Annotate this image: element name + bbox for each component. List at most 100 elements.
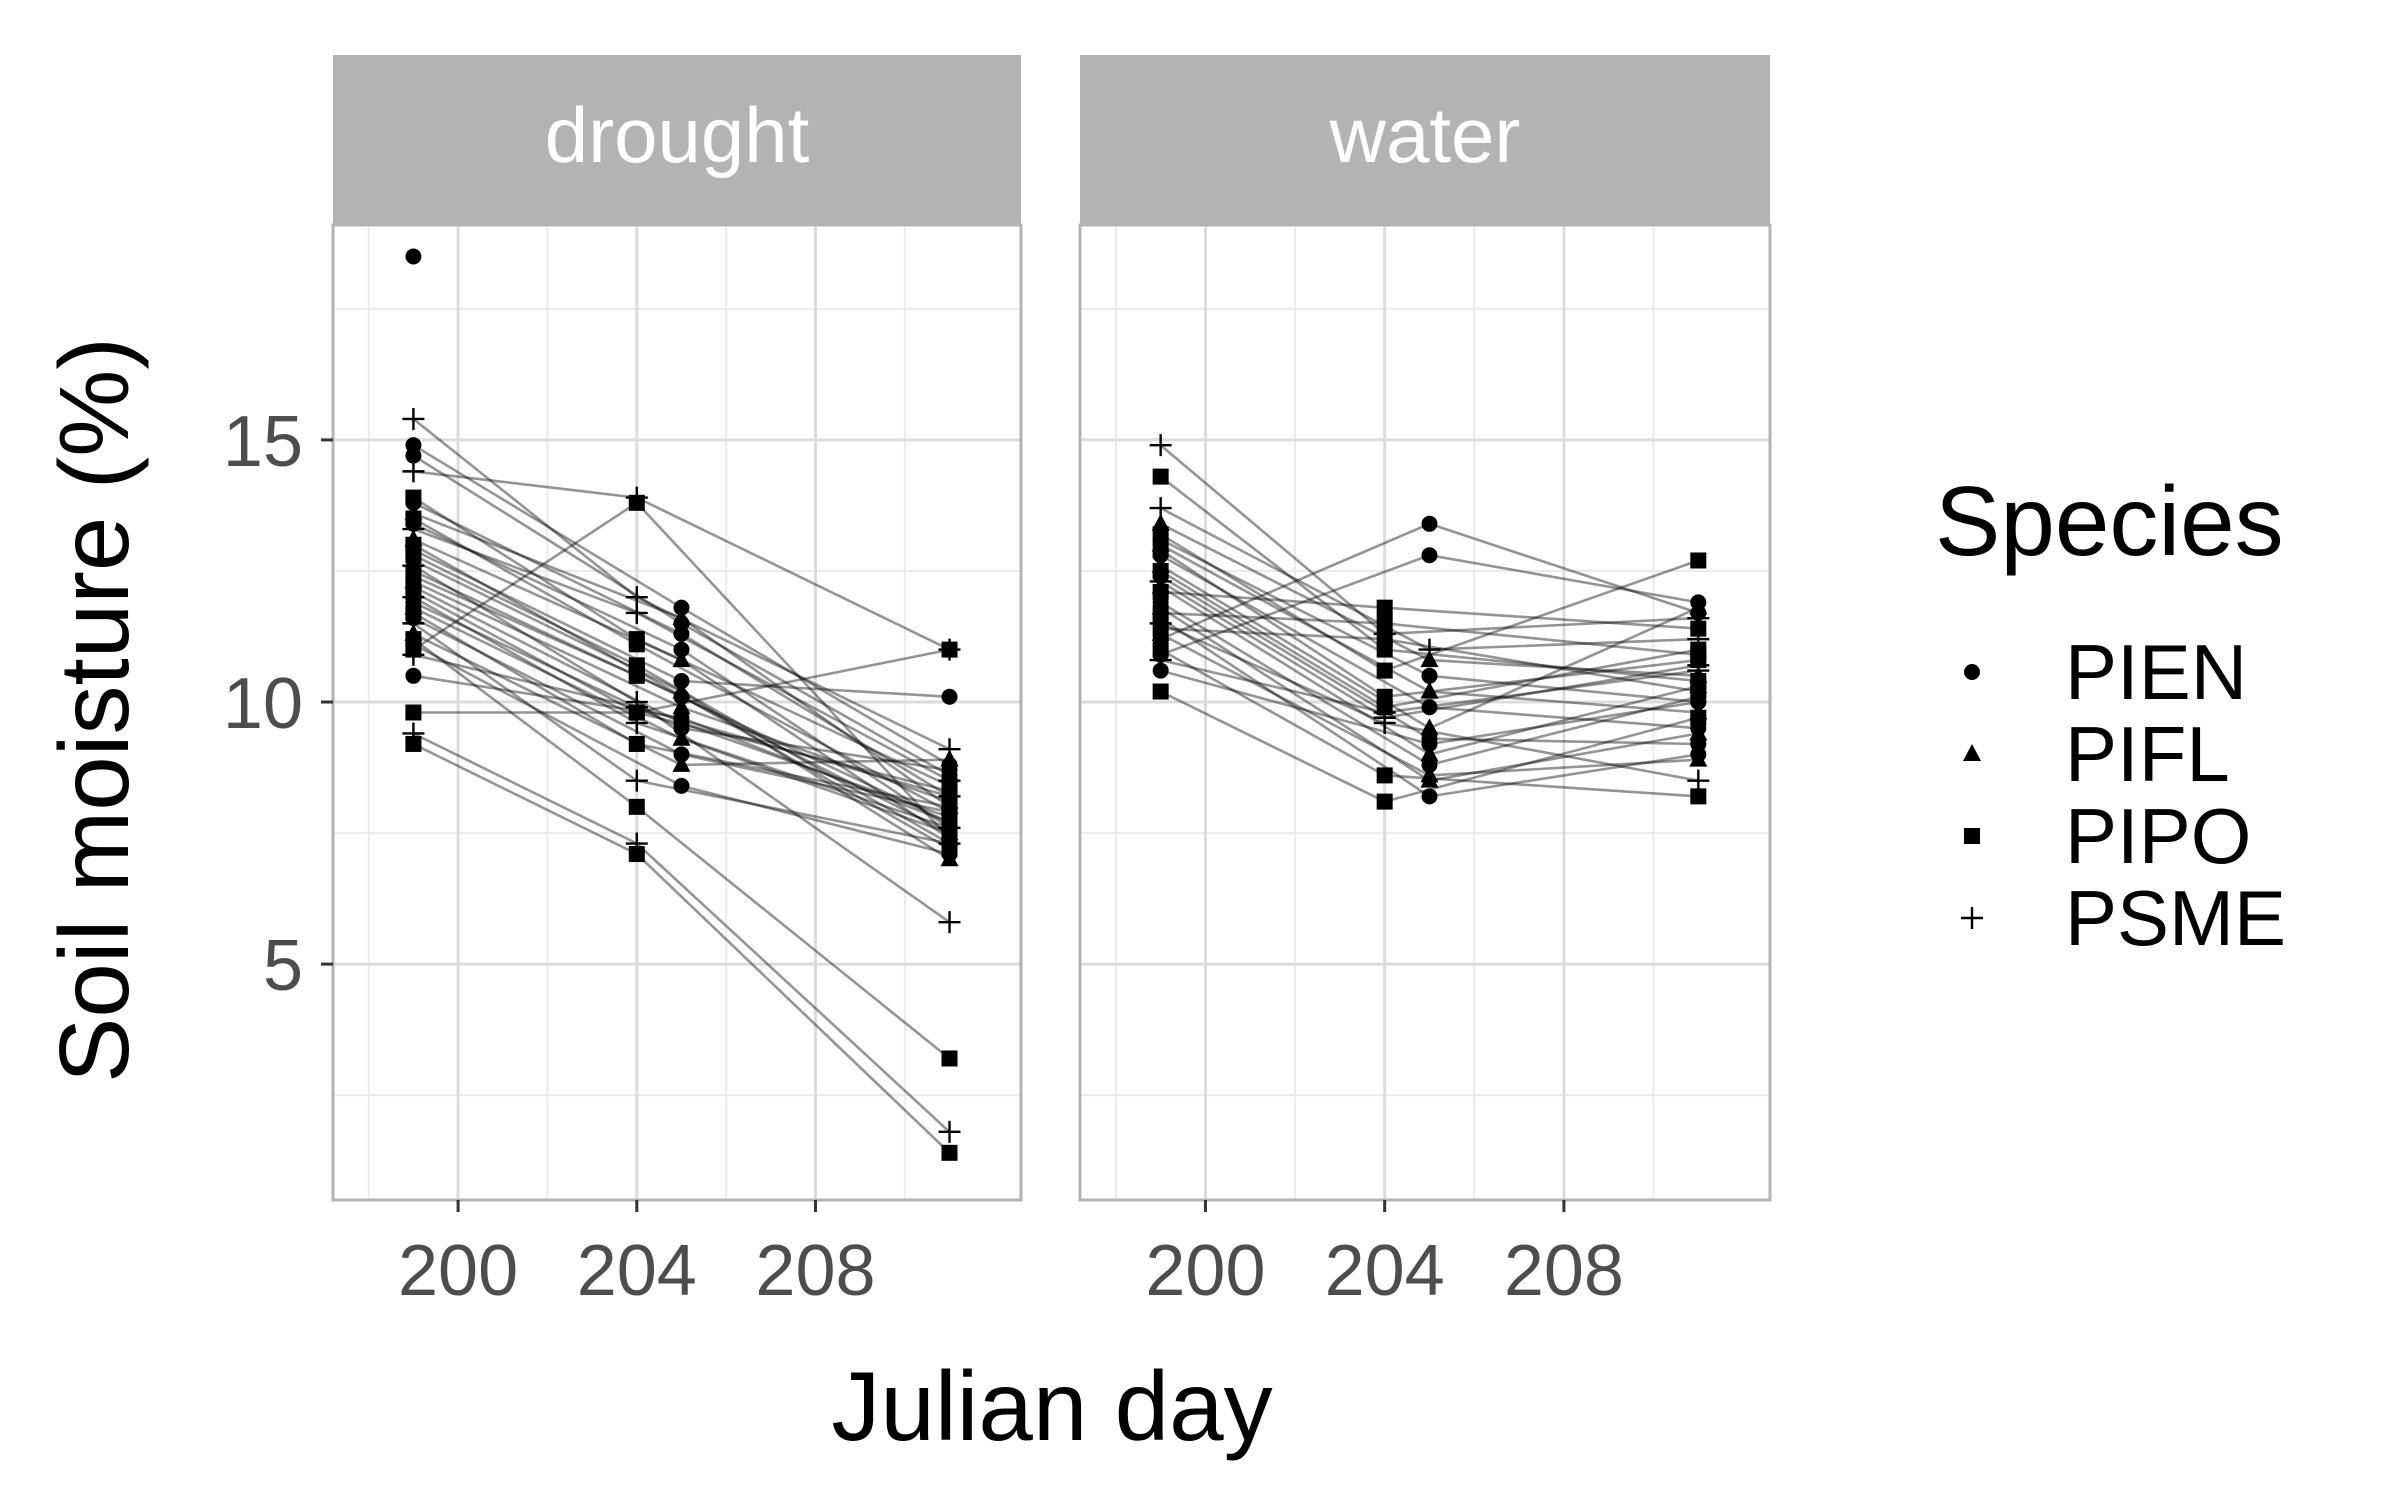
data-point-pien: [1421, 699, 1438, 716]
y-axis-title: Soil moisture (%): [39, 337, 149, 1083]
data-point-psme: [938, 911, 961, 934]
data-point-pien: [405, 667, 422, 684]
data-point-psme: [1373, 701, 1396, 724]
data-point-pien: [1152, 547, 1169, 564]
data-point-pipo: [941, 830, 958, 847]
data-point-pipo: [1376, 599, 1393, 616]
data-point-pifl: [672, 754, 691, 772]
data-point-pien: [1690, 694, 1707, 711]
data-point-pien: [673, 625, 690, 642]
data-point-pipo: [405, 704, 422, 721]
data-point-pipo: [1690, 620, 1707, 637]
data-point-pien: [1421, 788, 1438, 805]
data-point-pien: [941, 814, 958, 831]
strip-drought: [333, 55, 1021, 225]
data-point-pipo: [941, 1050, 958, 1067]
strip-water: [1080, 55, 1770, 225]
data-point-pipo: [941, 1144, 958, 1161]
panel-border: [331, 223, 1023, 1202]
data-point-pipo: [1152, 683, 1169, 700]
data-point-pien: [1690, 594, 1707, 611]
data-point-psme: [625, 601, 648, 624]
strip-label-water: water: [1329, 91, 1521, 179]
data-point-pipo: [1690, 709, 1707, 726]
legend-label-pien: PIEN: [2065, 628, 2247, 716]
data-point-pipo: [628, 636, 645, 653]
data-point-pien: [673, 688, 690, 705]
data-point-pien: [1152, 662, 1169, 679]
x-axis-title: Julian day: [831, 1351, 1272, 1461]
y-tick-label: 5: [263, 926, 303, 1006]
data-point-pifl: [1420, 765, 1439, 783]
data-point-pien: [673, 673, 690, 690]
x-tick-label: 204: [1325, 1231, 1445, 1311]
data-point-psme: [938, 785, 961, 808]
data-point-pifl: [1420, 681, 1439, 699]
data-point-psme: [1687, 769, 1710, 792]
data-point-pien: [673, 777, 690, 794]
data-point-psme: [938, 1120, 961, 1143]
data-point-pien: [941, 688, 958, 705]
data-point-pien: [405, 494, 422, 511]
data-point-pipo: [1690, 788, 1707, 805]
panel-border: [1078, 223, 1772, 1202]
y-tick-label: 10: [223, 664, 303, 744]
legend-label-psme: PSME: [2065, 874, 2286, 962]
x-tick-label: 200: [398, 1231, 518, 1311]
data-point-pipo: [1376, 793, 1393, 810]
data-point-pifl: [1420, 718, 1439, 736]
data-point-pifl: [1420, 744, 1439, 762]
data-point-pipo: [1376, 615, 1393, 632]
data-point-pifl: [1689, 723, 1708, 741]
data-point-pipo: [628, 798, 645, 815]
data-point-pien: [1421, 547, 1438, 564]
x-tick-label: 208: [755, 1231, 875, 1311]
data-point-pien: [405, 447, 422, 464]
data-point-pipo: [628, 846, 645, 863]
data-point-pipo: [628, 704, 645, 721]
data-point-pien: [1421, 756, 1438, 773]
data-point-pien: [1421, 515, 1438, 532]
data-point-psme: [402, 407, 425, 430]
data-point-psme: [625, 769, 648, 792]
x-tick-label: 208: [1504, 1231, 1624, 1311]
data-point-pipo: [1376, 767, 1393, 784]
data-point-pipo: [1376, 662, 1393, 679]
legend-key-pipo: [1964, 828, 1980, 844]
data-point-pien: [673, 599, 690, 616]
data-point-psme: [402, 643, 425, 666]
y-tick-label: 15: [223, 402, 303, 482]
data-point-pipo: [1152, 468, 1169, 485]
data-point-psme: [402, 460, 425, 483]
legend-label-pipo: PIPO: [2065, 792, 2251, 880]
data-point-pien: [673, 641, 690, 658]
data-point-pien: [405, 248, 422, 265]
data-point-pipo: [941, 641, 958, 658]
panel-water: 200 204 208: [1078, 223, 1772, 1311]
data-point-pipo: [1376, 631, 1393, 648]
legend-key-psme: [1961, 907, 1983, 929]
data-point-pien: [1421, 667, 1438, 684]
data-point-pipo: [405, 735, 422, 752]
data-point-pifl: [672, 697, 691, 715]
strip-label-drought: drought: [545, 91, 810, 179]
data-point-pipo: [1690, 646, 1707, 663]
data-point-pien: [673, 709, 690, 726]
panel-drought: 200 204 208 5 10 15: [223, 223, 1023, 1311]
legend-key-pifl: [1963, 744, 1981, 761]
data-point-psme: [1149, 434, 1172, 457]
data-point-pifl: [672, 608, 691, 626]
legend-label-pifl: PIFL: [2065, 710, 2230, 798]
data-point-pien: [673, 746, 690, 763]
data-point-pipo: [628, 494, 645, 511]
data-point-pipo: [628, 667, 645, 684]
data-point-pifl: [672, 728, 691, 746]
data-point-pipo: [1690, 552, 1707, 569]
x-tick-label: 204: [577, 1231, 697, 1311]
data-point-pipo: [628, 735, 645, 752]
data-point-pifl: [1689, 749, 1708, 767]
data-point-pifl: [672, 650, 691, 668]
data-point-pien: [1421, 735, 1438, 752]
